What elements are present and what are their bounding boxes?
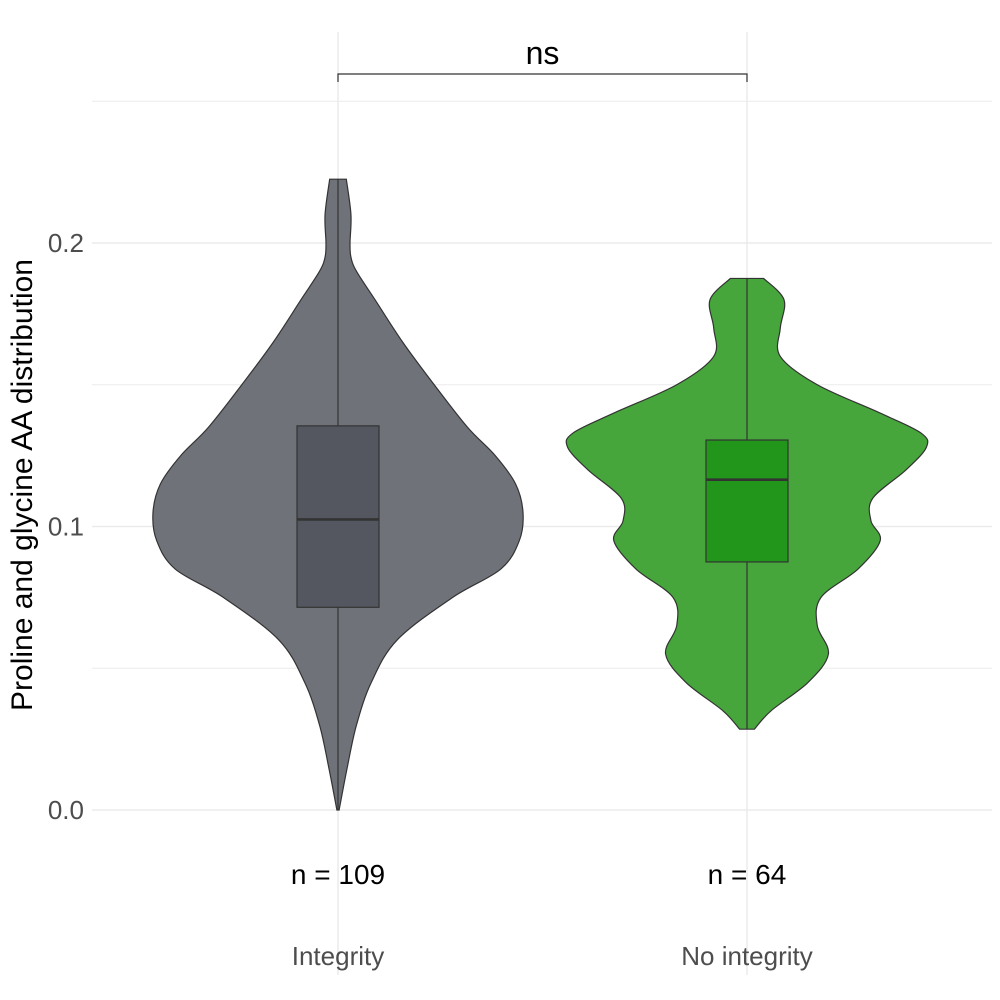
x-tick-label: Integrity (292, 941, 385, 971)
significance-bracket (337, 73, 748, 82)
significance-label: ns (526, 35, 560, 71)
significance-annotation: ns (337, 35, 748, 82)
box-iqr (296, 425, 380, 608)
y-tick-label: 0.2 (48, 228, 84, 258)
sample-size-labels: n = 109 n = 64 (291, 859, 786, 890)
y-tick-label: 0.1 (48, 512, 84, 542)
n-label: n = 64 (708, 859, 787, 890)
n-label: n = 109 (291, 859, 385, 890)
x-axis-ticks: Integrity No integrity (292, 941, 813, 971)
y-tick-label: 0.0 (48, 795, 84, 825)
violins (152, 178, 929, 811)
y-axis-title: Proline and glycine AA distribution (6, 259, 39, 711)
y-axis-ticks: 0.0 0.1 0.2 (48, 228, 84, 825)
box-iqr (705, 439, 789, 563)
x-tick-label: No integrity (681, 941, 813, 971)
boxplots (296, 179, 789, 810)
